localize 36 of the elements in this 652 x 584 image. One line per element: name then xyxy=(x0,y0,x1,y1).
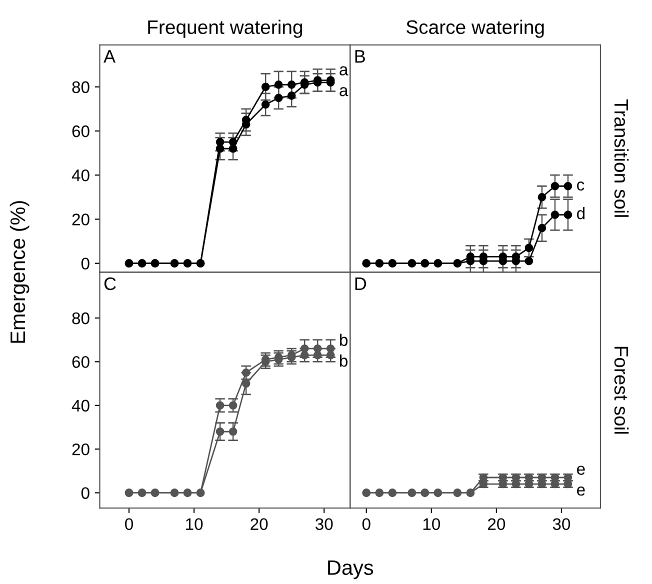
x-tick-label: 10 xyxy=(423,518,440,530)
x-tick-label: 10 xyxy=(186,518,203,530)
x-tick-label: 30 xyxy=(552,518,570,530)
y-tick-label: 20 xyxy=(72,443,90,456)
annotation: b xyxy=(340,354,348,367)
x-axis-title: Days xyxy=(328,560,374,580)
y2-axis-title: Transition soil xyxy=(614,99,629,217)
y-tick-label: 0 xyxy=(81,487,90,499)
y-axis-title: Emergence (%) xyxy=(10,201,30,343)
y-tick-label: 20 xyxy=(72,214,90,226)
annotation: B xyxy=(355,50,365,63)
annotation: A xyxy=(104,50,116,63)
x-tick-label: 20 xyxy=(488,518,506,530)
y2-axis-title: Forest soil xyxy=(614,346,629,434)
x-tick-label: 0 xyxy=(125,518,134,530)
y-tick-label: 60 xyxy=(72,356,90,368)
annotation: e xyxy=(577,466,585,475)
annotation: e xyxy=(577,486,585,496)
annotation: C xyxy=(104,277,116,290)
annotation: b xyxy=(340,334,348,346)
y-tick-label: 80 xyxy=(72,81,90,94)
x-tick-label: 0 xyxy=(362,518,370,530)
y-tick-label: 60 xyxy=(72,125,90,138)
chart-title: Scarce watering xyxy=(406,20,544,38)
x-tick-label: 30 xyxy=(315,518,333,530)
y-tick-label: 40 xyxy=(72,170,90,182)
annotation: a xyxy=(340,87,348,96)
annotation: d xyxy=(577,207,585,220)
y-tick-label: 40 xyxy=(72,400,90,412)
chart-title: Frequent watering xyxy=(148,20,302,38)
y-tick-label: 0 xyxy=(81,258,90,270)
annotation: D xyxy=(355,278,366,290)
y-tick-label: 80 xyxy=(72,312,90,324)
x-tick-label: 20 xyxy=(250,518,268,530)
annotation: c xyxy=(577,181,584,191)
annotation: a xyxy=(340,66,348,76)
